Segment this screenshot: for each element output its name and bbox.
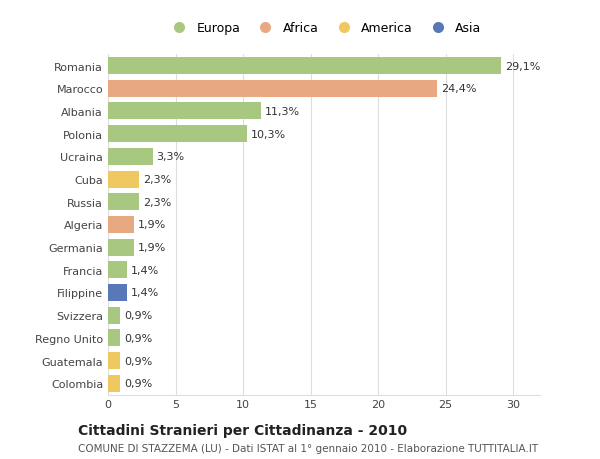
Bar — [108, 126, 247, 143]
Bar — [108, 284, 127, 301]
Text: 2,3%: 2,3% — [143, 174, 172, 185]
Bar — [108, 353, 120, 369]
Bar — [108, 80, 437, 97]
Bar — [108, 375, 120, 392]
Text: 0,9%: 0,9% — [124, 356, 152, 366]
Text: 0,9%: 0,9% — [124, 378, 152, 388]
Text: 11,3%: 11,3% — [265, 106, 300, 117]
Text: 24,4%: 24,4% — [442, 84, 477, 94]
Bar — [108, 307, 120, 324]
Bar — [108, 103, 260, 120]
Bar — [108, 194, 139, 211]
Bar — [108, 216, 134, 233]
Text: 0,9%: 0,9% — [124, 333, 152, 343]
Text: COMUNE DI STAZZEMA (LU) - Dati ISTAT al 1° gennaio 2010 - Elaborazione TUTTITALI: COMUNE DI STAZZEMA (LU) - Dati ISTAT al … — [78, 443, 538, 453]
Text: 1,4%: 1,4% — [131, 288, 159, 298]
Bar — [108, 330, 120, 347]
Bar — [108, 58, 501, 75]
Bar — [108, 262, 127, 279]
Bar — [108, 239, 134, 256]
Text: 2,3%: 2,3% — [143, 197, 172, 207]
Text: 10,3%: 10,3% — [251, 129, 286, 140]
Text: 3,3%: 3,3% — [157, 152, 185, 162]
Text: 1,4%: 1,4% — [131, 265, 159, 275]
Bar — [108, 149, 152, 165]
Text: 0,9%: 0,9% — [124, 310, 152, 320]
Text: 29,1%: 29,1% — [505, 62, 540, 72]
Text: 1,9%: 1,9% — [138, 242, 166, 252]
Text: 1,9%: 1,9% — [138, 220, 166, 230]
Legend: Europa, Africa, America, Asia: Europa, Africa, America, Asia — [161, 17, 487, 40]
Bar — [108, 171, 139, 188]
Text: Cittadini Stranieri per Cittadinanza - 2010: Cittadini Stranieri per Cittadinanza - 2… — [78, 423, 407, 437]
